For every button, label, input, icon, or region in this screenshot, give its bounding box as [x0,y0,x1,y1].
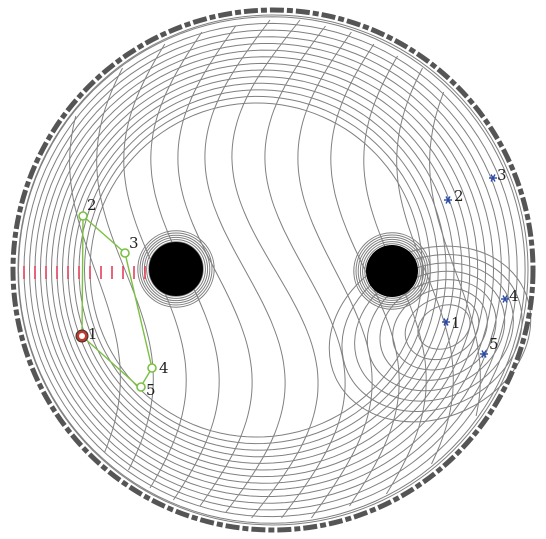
star-marker [501,295,509,303]
outer-boundary [10,7,536,533]
star-label-3: 3 [497,166,507,184]
obstacle-left [149,242,203,296]
obstacle-ring [355,234,429,308]
contour-ring [61,69,463,471]
path-label-1: 1 [88,325,98,343]
contour-line [177,25,253,507]
contour-line [297,31,373,519]
obstacle-ring [362,241,422,301]
obstacle-ring [137,230,215,308]
path-node [136,382,146,392]
contour-loop [417,304,471,350]
obstacle-ring [148,241,204,297]
path-node [120,248,130,258]
contour-lines [17,16,532,524]
labels: 1 2 3 4 5 1 2 3 4 5 [87,166,519,399]
star-marker [489,174,497,182]
contour-ring [34,36,502,504]
star-marker [442,318,450,326]
blue-stars [442,174,509,358]
contour-ring [28,29,510,511]
star-label-1: 1 [451,314,461,332]
contour-line [264,25,346,519]
contour-loop [404,295,480,361]
star-marker [480,350,488,358]
star-marker [444,196,452,204]
contour-loop [392,287,488,371]
obstacle-right [366,245,418,297]
contour-ring [72,82,447,458]
contour-ring [39,43,495,497]
path-label-2: 2 [87,196,97,214]
contour-line [204,19,286,513]
contour-loop [379,279,497,381]
star-label-2: 2 [454,187,464,205]
path-line [81,214,153,390]
path-label-5: 5 [146,381,156,399]
path-label-4: 4 [159,359,169,377]
obstacle-ring [364,243,420,299]
contour-ring [83,95,431,445]
obstacle-ring [146,239,206,299]
contour-line [96,67,154,471]
boundary-inner-ring [17,14,529,526]
star-label-4: 4 [509,287,519,305]
contour-line [231,19,319,519]
obstacle-ring [141,234,211,304]
scale-ticks [23,266,146,279]
obstacle-ring [353,232,431,310]
star-label-5: 5 [489,335,499,353]
path-node [78,211,88,221]
obstacle-ring [357,236,427,306]
green-path [75,211,157,392]
start-marker-center [79,333,85,339]
path-label-3: 3 [129,234,139,252]
boundary-circle [10,7,536,533]
contour-line [69,115,121,453]
obstacles [149,242,418,297]
contour-ring [50,56,479,484]
obstacle-ring [359,238,425,304]
obstacle-ring [139,232,213,306]
path-node [147,363,157,373]
